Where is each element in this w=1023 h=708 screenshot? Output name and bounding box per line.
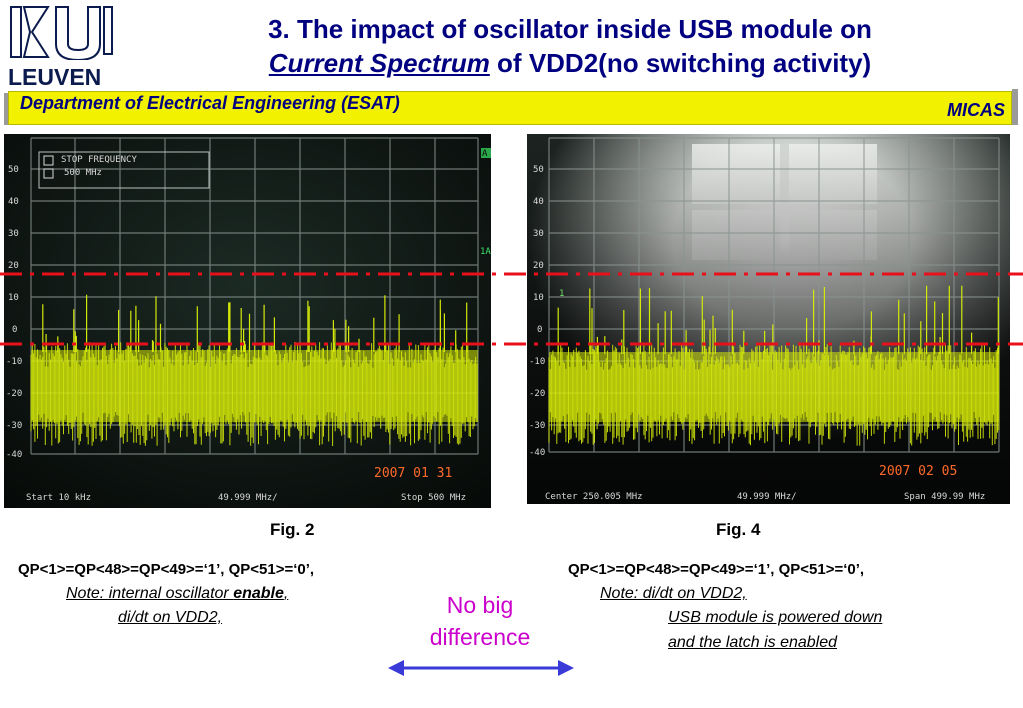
fig4-qp-config: QP<1>=QP<48>=QP<49>=‘1’, QP<51>=‘0’, — [568, 561, 865, 578]
y-tick: -20 — [529, 389, 545, 399]
fig2-qp-config: QP<1>=QP<48>=QP<49>=‘1’, QP<51>=‘0’, — [18, 561, 315, 578]
fig2-note-line1: Note: internal oscillator enable, — [66, 585, 288, 603]
screen-shade — [527, 134, 1010, 504]
footer-start: Start 10 kHz — [26, 493, 91, 503]
footer-stop: Stop 500 MHz — [401, 493, 466, 503]
title-line-2-rest: of VDD2(no switching activity) — [489, 48, 872, 78]
group-name: MICAS — [947, 100, 1005, 120]
department-banner: Department of Electrical Engineering (ES… — [4, 89, 1019, 127]
y-tick: 30 — [8, 229, 19, 239]
double-arrow-icon — [388, 660, 574, 676]
ku-logo-mark — [10, 6, 113, 60]
footer-division: 49.999 MHz/ — [737, 492, 797, 502]
footer-division: 49.999 MHz/ — [218, 493, 278, 503]
y-tick: 30 — [533, 229, 544, 239]
info-value: 500 MHz — [64, 168, 102, 178]
y-tick: 50 — [533, 165, 544, 175]
slide-title: 3. The impact of oscillator inside USB m… — [120, 12, 1020, 80]
banner-background — [8, 91, 1012, 125]
marker-top: A — [482, 149, 488, 159]
spectrum-trace — [548, 285, 1000, 446]
spectrum-photo-fig4: 50 40 30 20 10 0 -10 -20 -30 -40 1 2007 … — [527, 134, 1010, 504]
y-tick-labels: 50 40 30 20 10 0 -10 -20 -30 -40 — [529, 165, 545, 458]
y-tick: 40 — [533, 197, 544, 207]
title-line-2: Current Spectrum of VDD2(no switching ac… — [120, 46, 1020, 80]
footer-center: Center 250.005 MHz — [545, 492, 643, 502]
y-tick: 10 — [533, 293, 544, 303]
title-line-1: 3. The impact of oscillator inside USB m… — [268, 14, 872, 44]
y-tick: 0 — [12, 325, 17, 335]
y-tick: 20 — [8, 261, 19, 271]
noise-spikes — [557, 285, 999, 354]
fig4-note-line1: Note: di/dt on VDD2, — [600, 585, 747, 602]
stop-frequency-box: STOP FREQUENCY 500 MHz — [38, 151, 210, 189]
screen-background — [4, 134, 491, 508]
marker-label: 1 — [559, 289, 564, 299]
marker-badge — [481, 148, 491, 158]
y-tick: 20 — [533, 261, 544, 271]
title-emphasis: Current Spectrum — [268, 48, 490, 78]
fig2-caption: Fig. 2 — [270, 520, 315, 539]
fig4-note-line2: USB module is powered down — [668, 609, 883, 626]
fig2-note-line2: di/dt on VDD2, — [118, 609, 223, 626]
footer-span: Span 499.99 MHz — [904, 492, 985, 502]
date-stamp: 2007 02 05 — [879, 464, 957, 479]
note-prefix: Note: internal oscillator — [66, 585, 234, 602]
fig4-caption: Fig. 4 — [716, 520, 761, 539]
date-stamp: 2007 01 31 — [374, 466, 452, 481]
note-suffix: , — [283, 585, 289, 602]
banner-shadow-left — [4, 93, 8, 125]
y-tick: -40 — [529, 448, 545, 458]
info-label: STOP FREQUENCY — [61, 155, 137, 165]
y-tick: -40 — [6, 450, 22, 460]
noise-lines — [548, 344, 1000, 446]
department-name: Department of Electrical Engineering (ES… — [20, 93, 400, 113]
note-emphasis: enable — [233, 585, 284, 602]
banner-shadow-right — [1012, 89, 1018, 125]
ku-leuven-logo: LEUVEN — [6, 4, 118, 90]
y-tick: -20 — [6, 389, 22, 399]
y-tick: -10 — [6, 357, 22, 367]
y-tick: -30 — [6, 421, 22, 431]
y-tick: 40 — [8, 197, 19, 207]
y-tick: -10 — [529, 357, 545, 367]
marker-mid: 1A — [480, 247, 491, 257]
fig4-note-line3: and the latch is enabled — [668, 634, 838, 651]
y-tick: 50 — [8, 165, 19, 175]
comparison-line1: No big — [446, 592, 514, 618]
comparison-line2: difference — [429, 624, 531, 650]
noise-lines — [30, 342, 478, 446]
spectrum-trace — [30, 294, 478, 446]
comparison-text: No big difference — [405, 589, 555, 653]
y-tick: 10 — [8, 293, 19, 303]
y-tick: -30 — [529, 421, 545, 431]
logo-text: LEUVEN — [8, 64, 102, 90]
y-tick-labels: 50 40 30 20 10 0 -10 -20 -30 -40 — [6, 165, 22, 460]
y-tick: 0 — [537, 325, 542, 335]
spectrum-photo-fig2: 50 40 30 20 10 0 -10 -20 -30 -40 STOP FR… — [4, 134, 491, 508]
